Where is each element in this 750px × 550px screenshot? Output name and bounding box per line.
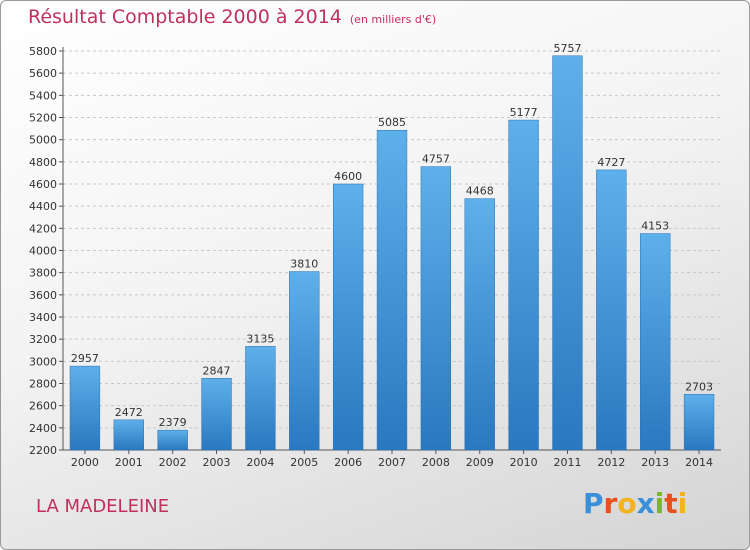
bar-value-label: 2957	[71, 352, 99, 365]
y-tick-label: 5600	[29, 67, 57, 80]
chart-subtitle: (en milliers d'€)	[349, 13, 437, 26]
bar-value-label: 3810	[290, 258, 318, 271]
bar-value-label: 2703	[685, 380, 713, 393]
proxiti-logo: Proxiti	[583, 487, 687, 520]
y-tick-label: 4600	[29, 178, 57, 191]
x-tick-label: 2014	[685, 456, 713, 469]
bar-value-label: 4727	[597, 156, 625, 169]
x-tick-label: 2007	[378, 456, 406, 469]
y-tick-label: 3000	[29, 355, 57, 368]
bar	[508, 119, 539, 451]
x-tick-label: 2005	[290, 456, 318, 469]
x-tick-label: 2010	[510, 456, 538, 469]
bar	[157, 429, 188, 451]
x-tick-label: 2002	[159, 456, 187, 469]
bar-value-label: 4600	[334, 170, 362, 183]
y-tick-label: 5000	[29, 134, 57, 147]
y-tick-label: 4400	[29, 200, 57, 213]
x-tick-label: 2011	[553, 456, 581, 469]
logo-letter: i	[677, 487, 688, 520]
bar-value-label: 4153	[641, 220, 669, 233]
bar-value-label: 4468	[466, 185, 494, 198]
logo-letter: t	[664, 487, 678, 520]
bar-value-label: 3135	[246, 332, 274, 345]
y-tick-label: 5200	[29, 112, 57, 125]
bar	[552, 55, 583, 451]
bar	[201, 378, 232, 451]
y-tick-label: 4200	[29, 222, 57, 235]
bar	[69, 365, 101, 451]
chart-title: Résultat Comptable 2000 à 2014	[28, 6, 342, 28]
x-tick-label: 2008	[422, 456, 450, 469]
y-tick-label: 3200	[29, 333, 57, 346]
bar-value-label: 2472	[115, 406, 143, 419]
bar	[332, 183, 364, 451]
bar	[464, 198, 495, 451]
logo-letter: r	[603, 487, 618, 520]
x-tick-label: 2006	[334, 456, 362, 469]
y-tick-label: 5400	[29, 89, 57, 102]
y-tick-label: 2200	[29, 444, 57, 457]
location-label: LA MADELEINE	[36, 496, 170, 517]
y-tick-label: 4000	[29, 245, 57, 258]
bar-value-label: 2847	[203, 364, 231, 377]
bar	[113, 419, 144, 451]
x-tick-label: 2012	[597, 456, 625, 469]
title-row: Résultat Comptable 2000 à 2014 (en millie…	[28, 6, 436, 28]
bar	[596, 169, 627, 451]
bar-value-label: 4757	[422, 153, 450, 166]
bar-value-label: 2379	[159, 416, 187, 429]
logo-letter: P	[583, 487, 604, 520]
x-tick-label: 2000	[71, 456, 99, 469]
bar	[376, 129, 408, 451]
bar-value-label: 5757	[553, 42, 581, 55]
y-tick-label: 4800	[29, 156, 57, 169]
y-tick-label: 3600	[29, 289, 57, 302]
y-tick-label: 2800	[29, 378, 57, 391]
x-tick-label: 2009	[466, 456, 494, 469]
y-tick-label: 5800	[29, 45, 57, 58]
y-tick-label: 3400	[29, 311, 57, 324]
x-axis-ticks: 2000 2001 2002 2003 2004 2005 2006 2007 2008 2009…	[71, 450, 713, 469]
logo-letter: o	[617, 487, 637, 520]
y-tick-label: 2600	[29, 400, 57, 413]
bar	[640, 233, 671, 451]
data-labels: 2957 2472 2379 2847 3135 3810 4600 5085 4757 4468…	[71, 42, 713, 429]
y-tick-label: 2400	[29, 422, 57, 435]
logo-letter: i	[654, 487, 665, 520]
x-tick-label: 2013	[641, 456, 669, 469]
x-tick-label: 2004	[246, 456, 274, 469]
bar	[683, 394, 715, 451]
logo-letter: x	[636, 487, 655, 520]
bar	[420, 166, 452, 451]
bars	[69, 55, 715, 451]
x-tick-label: 2003	[203, 456, 231, 469]
bar-value-label: 5085	[378, 116, 406, 129]
y-tick-label: 3800	[29, 267, 57, 280]
bar-value-label: 5177	[510, 106, 538, 119]
bar	[245, 346, 276, 451]
bar	[289, 271, 320, 451]
x-tick-label: 2001	[115, 456, 143, 469]
